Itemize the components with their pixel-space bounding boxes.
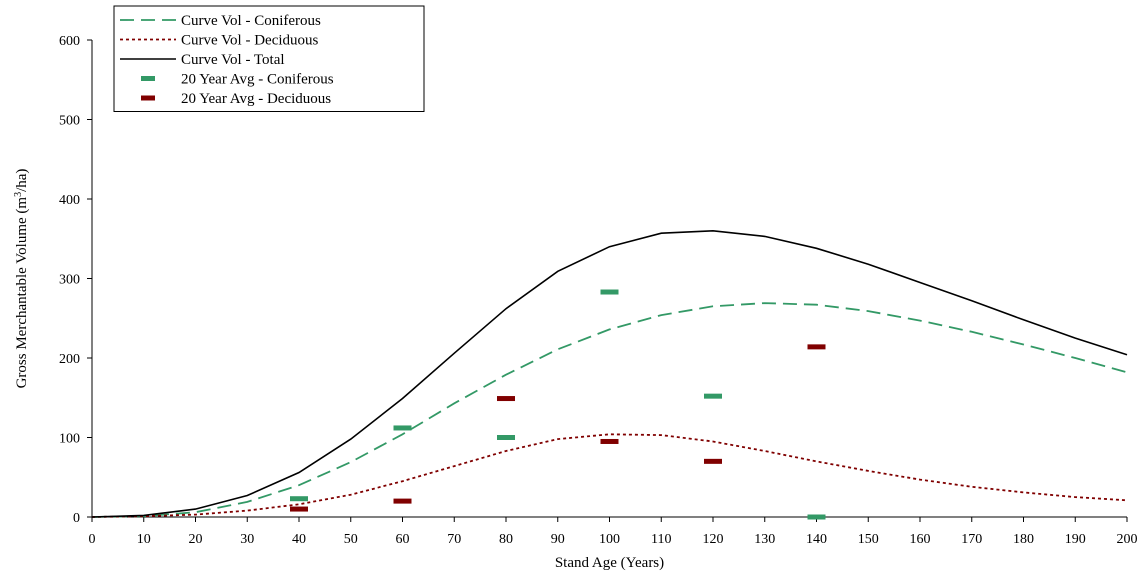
marker-coniferous: [807, 514, 826, 520]
marker-deciduous: [600, 438, 619, 444]
legend-entry-label: Curve Vol - Total: [181, 52, 285, 68]
legend-entry-label: 20 Year Avg - Coniferous: [181, 72, 334, 88]
x-ticks: 0 10 20 30 40 50 60 70 80 90 100 110 120 130 140 150 160…: [89, 517, 1138, 547]
legend-entry-label: 20 Year Avg - Deciduous: [181, 91, 331, 107]
y-axis-label: Gross Merchantable Volume (m3/ha): [13, 169, 31, 389]
legend-swatch-marker: [141, 76, 155, 81]
series-line-coniferous: [91, 302, 1128, 518]
y-axis-label-tail: /ha): [14, 169, 30, 192]
marker-deciduous: [290, 506, 308, 512]
x-tick-label: 30: [240, 532, 254, 547]
x-tick-label: 160: [910, 532, 931, 547]
marker-coniferous: [497, 435, 515, 440]
series-layer: [91, 229, 1128, 518]
x-tick-label: 190: [1065, 532, 1086, 547]
y-tick-label: 600: [59, 34, 80, 49]
x-tick-label: 170: [961, 532, 982, 547]
marker-deciduous: [393, 498, 412, 504]
marker-coniferous: [704, 393, 722, 399]
marker-deciduous: [807, 344, 826, 350]
x-tick-label: 100: [599, 532, 620, 547]
y-tick-label: 500: [59, 114, 80, 129]
y-axis-label-main: Gross Merchantable Volume (m: [14, 197, 30, 389]
y-tick-label: 300: [59, 273, 80, 288]
y-tick-label: 0: [73, 511, 80, 526]
x-tick-label: 40: [292, 532, 306, 547]
legend-entry-label: Curve Vol - Coniferous: [181, 13, 321, 29]
x-tick-label: 150: [858, 532, 879, 547]
y-tick-label: 100: [59, 432, 80, 447]
marker-deciduous: [497, 396, 515, 402]
x-tick-label: 70: [447, 532, 461, 547]
y-tick-label: 400: [59, 193, 80, 208]
marker-layer: [290, 289, 826, 520]
y-axis-label-superscript: 3: [13, 192, 24, 197]
marker-coniferous: [393, 425, 412, 431]
series-line-deciduous: [91, 433, 1128, 518]
x-tick-label: 80: [499, 532, 513, 547]
y-ticks: 0 100 200 300 400 500 600: [59, 34, 92, 526]
x-tick-label: 110: [651, 532, 671, 547]
x-tick-label: 130: [754, 532, 775, 547]
x-tick-label: 140: [806, 532, 827, 547]
x-tick-label: 200: [1117, 532, 1138, 547]
x-tick-label: 20: [189, 532, 203, 547]
marker-coniferous: [290, 496, 308, 502]
legend: Curve Vol - Coniferous Curve Vol - Decidu…: [113, 5, 425, 112]
y-tick-label: 200: [59, 352, 80, 367]
x-tick-label: 180: [1013, 532, 1034, 547]
x-tick-label: 90: [551, 532, 565, 547]
legend-swatch-marker: [141, 95, 155, 101]
x-tick-label: 120: [703, 532, 724, 547]
marker-deciduous: [704, 458, 722, 464]
x-axis-label: Stand Age (Years): [555, 555, 664, 571]
x-tick-label: 50: [344, 532, 358, 547]
marker-coniferous: [600, 289, 619, 295]
x-tick-label: 10: [137, 532, 151, 547]
x-tick-label: 60: [396, 532, 410, 547]
series-line-total: [91, 229, 1128, 518]
x-tick-label: 0: [89, 532, 96, 547]
legend-entry-label: Curve Vol - Deciduous: [181, 33, 319, 49]
